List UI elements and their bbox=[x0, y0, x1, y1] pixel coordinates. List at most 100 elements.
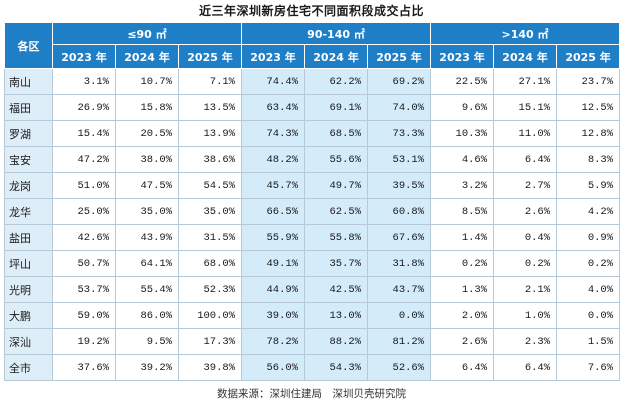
year-header: 2023 年 bbox=[430, 44, 495, 69]
value-cell: 3.1% bbox=[52, 68, 116, 95]
source-note: 数据来源：深圳住建局 深圳贝壳研究院 bbox=[217, 388, 406, 400]
value-cell: 66.5% bbox=[241, 198, 305, 225]
value-cell: 0.0% bbox=[556, 302, 621, 329]
value-cell: 0.2% bbox=[430, 250, 495, 277]
value-cell: 35.7% bbox=[304, 250, 368, 277]
table-title: 近三年深圳新房住宅不同面积段成交占比 bbox=[198, 4, 424, 18]
value-cell: 6.4% bbox=[493, 354, 558, 381]
value-cell: 42.5% bbox=[304, 276, 368, 303]
table-row: 龙岗 51.0% 47.5% 54.5% 45.7% 49.7% 39.5% 3.2% 2.7%… bbox=[4, 172, 621, 199]
value-cell: 67.6% bbox=[366, 224, 432, 251]
value-cell: 68.0% bbox=[178, 250, 242, 277]
year-header: 2025 年 bbox=[366, 44, 432, 69]
value-cell: 78.2% bbox=[241, 328, 305, 355]
value-cell: 38.6% bbox=[178, 146, 242, 173]
table-body: 南山 3.1% 10.7% 7.1% 74.4% 62.2% 69.2% 22.5% 27.1%… bbox=[4, 68, 621, 381]
share-table: 各区 ≤90 ㎡ 90-140 ㎡ >140 ㎡ 2023 年 2024 年 2… bbox=[4, 22, 621, 381]
value-cell: 0.9% bbox=[556, 224, 621, 251]
group-header-medium: 90-140 ㎡ bbox=[240, 22, 432, 45]
value-cell: 10.7% bbox=[115, 68, 179, 95]
value-cell: 2.3% bbox=[493, 328, 558, 355]
value-cell: 54.5% bbox=[178, 172, 242, 199]
value-cell: 0.4% bbox=[493, 224, 558, 251]
region-cell: 罗湖 bbox=[4, 120, 53, 147]
group-header-large: >140 ㎡ bbox=[430, 22, 621, 45]
year-header: 2025 年 bbox=[178, 44, 242, 69]
value-cell: 56.0% bbox=[241, 354, 305, 381]
value-cell: 22.5% bbox=[430, 68, 495, 95]
value-cell: 47.2% bbox=[52, 146, 116, 173]
table-row: 龙华 25.0% 35.0% 35.0% 66.5% 62.5% 60.8% 8.5% 2.6%… bbox=[4, 198, 621, 225]
value-cell: 39.2% bbox=[115, 354, 179, 381]
header-row-years: 2023 年 2024 年 2025 年 2023 年 2024 年 2025 … bbox=[5, 44, 621, 69]
table-row: 南山 3.1% 10.7% 7.1% 74.4% 62.2% 69.2% 22.5% 27.1%… bbox=[4, 68, 621, 95]
table-row: 宝安 47.2% 38.0% 38.6% 48.2% 55.6% 53.1% 4.6% 6.4%… bbox=[4, 146, 621, 173]
value-cell: 15.1% bbox=[493, 94, 558, 121]
value-cell: 27.1% bbox=[493, 68, 558, 95]
value-cell: 60.8% bbox=[366, 198, 432, 225]
value-cell: 37.6% bbox=[52, 354, 116, 381]
table-row: 全市 37.6% 39.2% 39.8% 56.0% 54.3% 52.6% 6.4% 6.4%… bbox=[4, 354, 621, 381]
value-cell: 1.3% bbox=[430, 276, 495, 303]
value-cell: 0.0% bbox=[366, 302, 432, 329]
value-cell: 4.0% bbox=[556, 276, 621, 303]
value-cell: 74.3% bbox=[241, 120, 305, 147]
value-cell: 5.9% bbox=[556, 172, 621, 199]
value-cell: 69.1% bbox=[304, 94, 368, 121]
value-cell: 59.0% bbox=[52, 302, 116, 329]
value-cell: 47.5% bbox=[115, 172, 179, 199]
value-cell: 8.5% bbox=[430, 198, 495, 225]
value-cell: 10.3% bbox=[430, 120, 495, 147]
value-cell: 55.4% bbox=[115, 276, 179, 303]
value-cell: 55.9% bbox=[241, 224, 305, 251]
value-cell: 6.4% bbox=[430, 354, 495, 381]
value-cell: 8.3% bbox=[556, 146, 621, 173]
table-row: 坪山 50.7% 64.1% 68.0% 49.1% 35.7% 31.8% 0.2% 0.2%… bbox=[4, 250, 621, 277]
group-header-small: ≤90 ㎡ bbox=[52, 22, 242, 45]
value-cell: 50.7% bbox=[52, 250, 116, 277]
value-cell: 35.0% bbox=[115, 198, 179, 225]
value-cell: 12.5% bbox=[556, 94, 621, 121]
value-cell: 55.6% bbox=[304, 146, 368, 173]
value-cell: 45.7% bbox=[241, 172, 305, 199]
value-cell: 44.9% bbox=[241, 276, 305, 303]
value-cell: 54.3% bbox=[304, 354, 368, 381]
value-cell: 38.0% bbox=[115, 146, 179, 173]
year-header: 2023 年 bbox=[52, 44, 116, 69]
value-cell: 100.0% bbox=[178, 302, 242, 329]
region-cell: 深汕 bbox=[4, 328, 53, 355]
value-cell: 53.1% bbox=[366, 146, 432, 173]
value-cell: 55.8% bbox=[304, 224, 368, 251]
value-cell: 49.1% bbox=[241, 250, 305, 277]
region-cell: 大鹏 bbox=[4, 302, 53, 329]
year-header: 2024 年 bbox=[115, 44, 179, 69]
value-cell: 74.0% bbox=[366, 94, 432, 121]
header-row-groups: 各区 ≤90 ㎡ 90-140 ㎡ >140 ㎡ bbox=[4, 22, 621, 69]
value-cell: 64.1% bbox=[115, 250, 179, 277]
value-cell: 86.0% bbox=[115, 302, 179, 329]
value-cell: 2.6% bbox=[493, 198, 558, 225]
value-cell: 69.2% bbox=[366, 68, 432, 95]
value-cell: 81.2% bbox=[366, 328, 432, 355]
value-cell: 9.6% bbox=[430, 94, 495, 121]
value-cell: 9.5% bbox=[115, 328, 179, 355]
region-cell: 宝安 bbox=[4, 146, 53, 173]
value-cell: 7.1% bbox=[178, 68, 242, 95]
value-cell: 49.7% bbox=[304, 172, 368, 199]
table-row: 大鹏 59.0% 86.0% 100.0% 39.0% 13.0% 0.0% 2.0% 1.0%… bbox=[4, 302, 621, 329]
value-cell: 15.8% bbox=[115, 94, 179, 121]
region-cell: 龙岗 bbox=[4, 172, 53, 199]
value-cell: 2.7% bbox=[493, 172, 558, 199]
value-cell: 39.8% bbox=[178, 354, 242, 381]
value-cell: 7.6% bbox=[556, 354, 621, 381]
value-cell: 0.2% bbox=[556, 250, 621, 277]
value-cell: 19.2% bbox=[52, 328, 116, 355]
value-cell: 4.6% bbox=[430, 146, 495, 173]
value-cell: 51.0% bbox=[52, 172, 116, 199]
region-column-header: 各区 bbox=[4, 22, 53, 69]
table-row: 罗湖 15.4% 20.5% 13.9% 74.3% 68.5% 73.3% 10.3% 11.… bbox=[4, 120, 621, 147]
region-cell: 龙华 bbox=[4, 198, 53, 225]
value-cell: 35.0% bbox=[178, 198, 242, 225]
value-cell: 31.5% bbox=[178, 224, 242, 251]
